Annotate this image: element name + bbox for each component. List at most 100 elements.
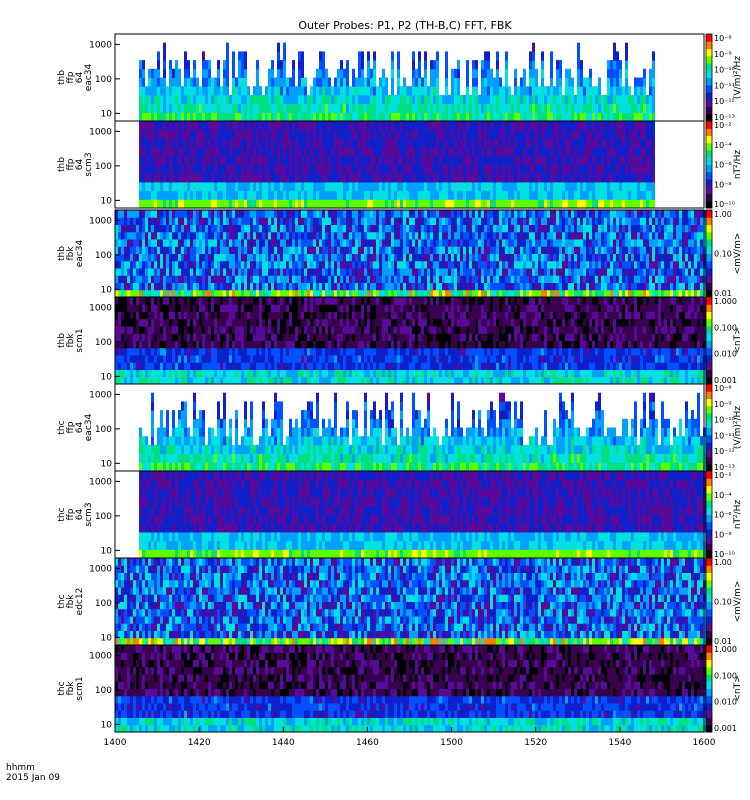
spectrogram-cell bbox=[349, 239, 352, 247]
spectrogram-cell bbox=[622, 224, 625, 233]
spectrogram-cell bbox=[394, 260, 397, 269]
spectrogram-cell bbox=[187, 282, 190, 291]
spectrogram-cell bbox=[271, 246, 274, 254]
spectrogram-cell bbox=[529, 253, 532, 262]
spectrogram-cell bbox=[493, 289, 496, 298]
spectrogram-cell bbox=[268, 199, 271, 209]
spectrogram-cell bbox=[598, 282, 601, 291]
spectrogram-cell bbox=[367, 147, 370, 157]
spectrogram-cell bbox=[277, 253, 280, 262]
spectrogram-cell bbox=[301, 147, 304, 157]
spectrogram-cell bbox=[625, 164, 628, 174]
spectrogram-cell bbox=[436, 129, 439, 139]
spectrogram-cell bbox=[352, 239, 355, 247]
spectrogram-cell bbox=[307, 217, 310, 225]
spectrogram-cell bbox=[127, 210, 130, 218]
spectrogram-cell bbox=[460, 282, 463, 291]
spectrogram-cell bbox=[349, 173, 352, 183]
spectrogram-cell bbox=[454, 138, 457, 148]
spectrogram-cell bbox=[388, 260, 391, 269]
spectrogram-cell bbox=[478, 181, 481, 192]
spectrogram-cell bbox=[556, 246, 559, 254]
spectrogram-cell bbox=[520, 121, 523, 131]
spectrogram-cell bbox=[265, 275, 268, 283]
spectrogram-cell bbox=[646, 282, 649, 291]
spectrogram-cell bbox=[418, 103, 421, 113]
spectrogram-cell bbox=[352, 173, 355, 183]
spectrogram-cell bbox=[580, 94, 583, 105]
spectrogram-cell bbox=[313, 86, 316, 96]
spectrogram-cell bbox=[280, 129, 283, 139]
spectrogram-cell bbox=[181, 129, 184, 139]
spectrogram-cell bbox=[169, 94, 172, 105]
spectrogram-cell bbox=[523, 138, 526, 148]
spectrogram-cell bbox=[169, 155, 172, 165]
spectrogram-cell bbox=[493, 86, 496, 96]
spectrogram-cell bbox=[325, 129, 328, 139]
spectrogram-cell bbox=[307, 147, 310, 157]
spectrogram-cell bbox=[607, 260, 610, 269]
spectrogram-cell bbox=[454, 268, 457, 276]
spectrogram-cell bbox=[547, 260, 550, 269]
spectrogram-cell bbox=[424, 181, 427, 192]
spectrogram-cell bbox=[208, 129, 211, 139]
spectrogram-cell bbox=[616, 77, 619, 87]
spectrogram-cell bbox=[211, 253, 214, 262]
spectrogram-cell bbox=[235, 199, 238, 209]
spectrogram-cell bbox=[403, 147, 406, 157]
spectrogram-cell bbox=[220, 289, 223, 298]
spectrogram-cell bbox=[253, 224, 256, 233]
spectrogram-cell bbox=[610, 289, 613, 298]
spectrogram-cell bbox=[343, 164, 346, 174]
spectrogram-cell bbox=[217, 239, 220, 247]
spectrogram-cell bbox=[319, 217, 322, 225]
spectrogram-cell bbox=[652, 60, 655, 70]
spectrogram-cell bbox=[589, 112, 592, 122]
spectrogram-cell bbox=[625, 103, 628, 113]
spectrogram-cell bbox=[616, 103, 619, 113]
spectrogram-cell bbox=[256, 77, 259, 87]
spectrogram-cell bbox=[448, 282, 451, 291]
spectrogram-cell bbox=[403, 231, 406, 240]
spectrogram-cell bbox=[142, 86, 145, 96]
spectrogram-cell bbox=[184, 60, 187, 70]
spectrogram-cell bbox=[331, 138, 334, 148]
spectrogram-cell bbox=[577, 138, 580, 148]
spectrogram-cell bbox=[514, 268, 517, 276]
spectrogram-cell bbox=[259, 217, 262, 225]
spectrogram-cell bbox=[226, 181, 229, 192]
spectrogram-cell bbox=[280, 275, 283, 283]
spectrogram-cell bbox=[520, 260, 523, 269]
spectrogram-cell bbox=[646, 217, 649, 225]
spectrogram-cell bbox=[484, 60, 487, 70]
spectrogram-cell bbox=[196, 239, 199, 247]
spectrogram-cell bbox=[541, 275, 544, 283]
spectrogram-cell bbox=[172, 103, 175, 113]
spectrogram-cell bbox=[160, 224, 163, 233]
spectrogram-cell bbox=[370, 224, 373, 233]
spectrogram-cell bbox=[187, 181, 190, 192]
spectrogram-cell bbox=[217, 190, 220, 200]
chart-title: Outer Probes: P1, P2 (TH-B,C) FFT, FBK bbox=[298, 19, 512, 32]
spectrogram-cell bbox=[298, 268, 301, 276]
spectrogram-cell bbox=[178, 147, 181, 157]
spectrogram-cell bbox=[238, 147, 241, 157]
spectrogram-cell bbox=[181, 239, 184, 247]
spectrogram-cell bbox=[199, 147, 202, 157]
spectrogram-cell bbox=[334, 260, 337, 269]
spectrogram-cell bbox=[424, 253, 427, 262]
spectrogram-cell bbox=[271, 268, 274, 276]
spectrogram-cell bbox=[448, 275, 451, 283]
spectrogram-cell bbox=[166, 86, 169, 96]
spectrogram-cell bbox=[463, 260, 466, 269]
spectrogram-cell bbox=[406, 173, 409, 183]
spectrogram-cell bbox=[316, 86, 319, 96]
spectrogram-cell bbox=[160, 231, 163, 240]
spectrogram-cell bbox=[295, 210, 298, 218]
spectrogram-cell bbox=[526, 129, 529, 139]
spectrogram-cell bbox=[217, 164, 220, 174]
spectrogram-cell bbox=[217, 260, 220, 269]
spectrogram-cell bbox=[454, 282, 457, 291]
spectrogram-cell bbox=[121, 260, 124, 269]
spectrogram-cell bbox=[436, 103, 439, 113]
